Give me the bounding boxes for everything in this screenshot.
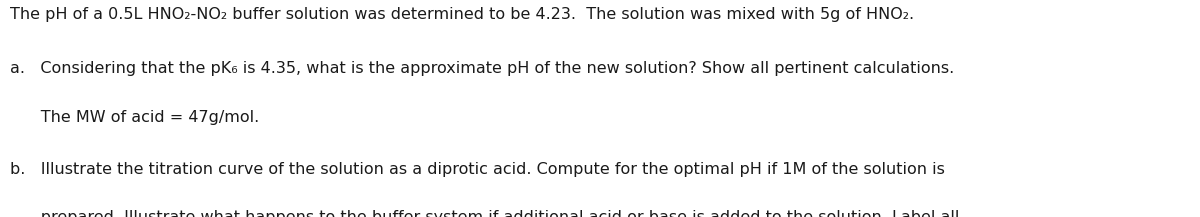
Text: prepared. Illustrate what happens to the buffer system if additional acid or bas: prepared. Illustrate what happens to the… [10, 210, 959, 217]
Text: The pH of a 0.5L HNO₂-NO₂ buffer solution was determined to be 4.23.  The soluti: The pH of a 0.5L HNO₂-NO₂ buffer solutio… [10, 7, 913, 21]
Text: b.   Illustrate the titration curve of the solution as a diprotic acid. Compute : b. Illustrate the titration curve of the… [10, 162, 944, 177]
Text: a.   Considering that the pK₆ is 4.35, what is the approximate pH of the new sol: a. Considering that the pK₆ is 4.35, wha… [10, 61, 954, 76]
Text: The MW of acid = 47g/mol.: The MW of acid = 47g/mol. [10, 110, 259, 125]
